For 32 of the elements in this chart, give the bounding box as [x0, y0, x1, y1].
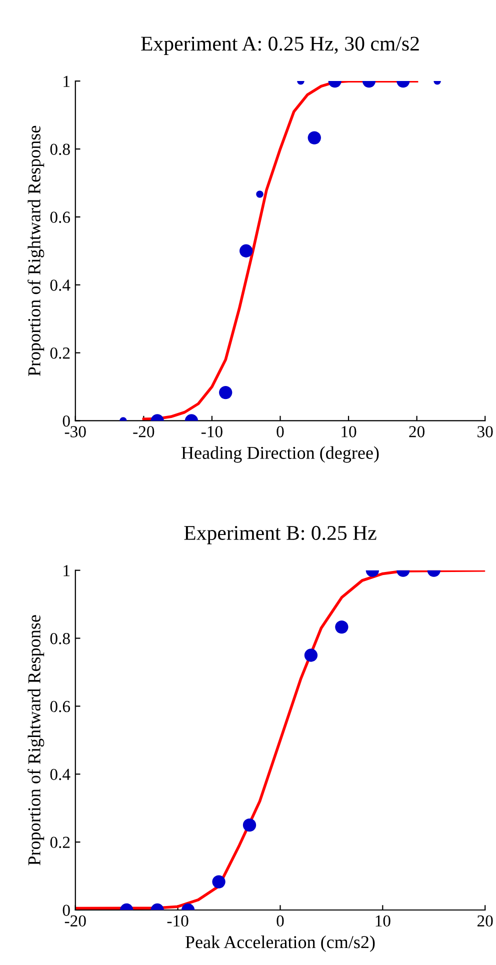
- line-series: [142, 81, 418, 420]
- x-tick-label: 20: [409, 426, 425, 438]
- y-tick-label: 1: [64, 565, 70, 576]
- y-tick-label: 0: [62, 904, 70, 916]
- y-axis-title: Proportion of Rightward Response: [28, 615, 44, 866]
- x-tick-label: -30: [64, 426, 86, 438]
- x-tick-label: 0: [276, 915, 284, 927]
- y-tick-label: 0.2: [50, 836, 70, 848]
- y-tick-label: 1: [64, 76, 70, 87]
- y-tick-label: 0.6: [50, 700, 70, 712]
- x-tick-label: -10: [201, 426, 222, 438]
- x-tick-label: 10: [342, 426, 356, 438]
- y-axis-title: Proportion of Rightward Response: [28, 126, 44, 376]
- x-tick-label: 20: [477, 915, 493, 927]
- y-tick-label: 0.6: [50, 212, 70, 223]
- x-tick-label: -20: [133, 426, 154, 438]
- y-tick-label: 0.8: [50, 632, 70, 644]
- x-tick-label: -10: [167, 915, 188, 927]
- x-tick-label: -20: [64, 915, 86, 927]
- x-tick-label: 0: [276, 426, 284, 438]
- x-tick-label: 10: [376, 915, 390, 927]
- x-axis-title: Peak Acceleration (cm/s2): [186, 936, 375, 952]
- y-tick-label: 0.2: [50, 348, 70, 359]
- x-tick-label: 30: [478, 426, 493, 438]
- chart-title: Experiment B: 0.25 Hz: [184, 526, 376, 544]
- chart-title: Experiment A: 0.25 Hz, 30 cm/s2: [141, 36, 419, 55]
- y-tick-label: 0.8: [50, 144, 70, 156]
- y-tick-label: 0: [62, 415, 70, 427]
- line-series: [75, 570, 486, 910]
- x-axis-title: Heading Direction (degree): [182, 446, 379, 463]
- y-tick-label: 0.4: [50, 280, 70, 291]
- y-tick-label: 0.4: [50, 768, 70, 780]
